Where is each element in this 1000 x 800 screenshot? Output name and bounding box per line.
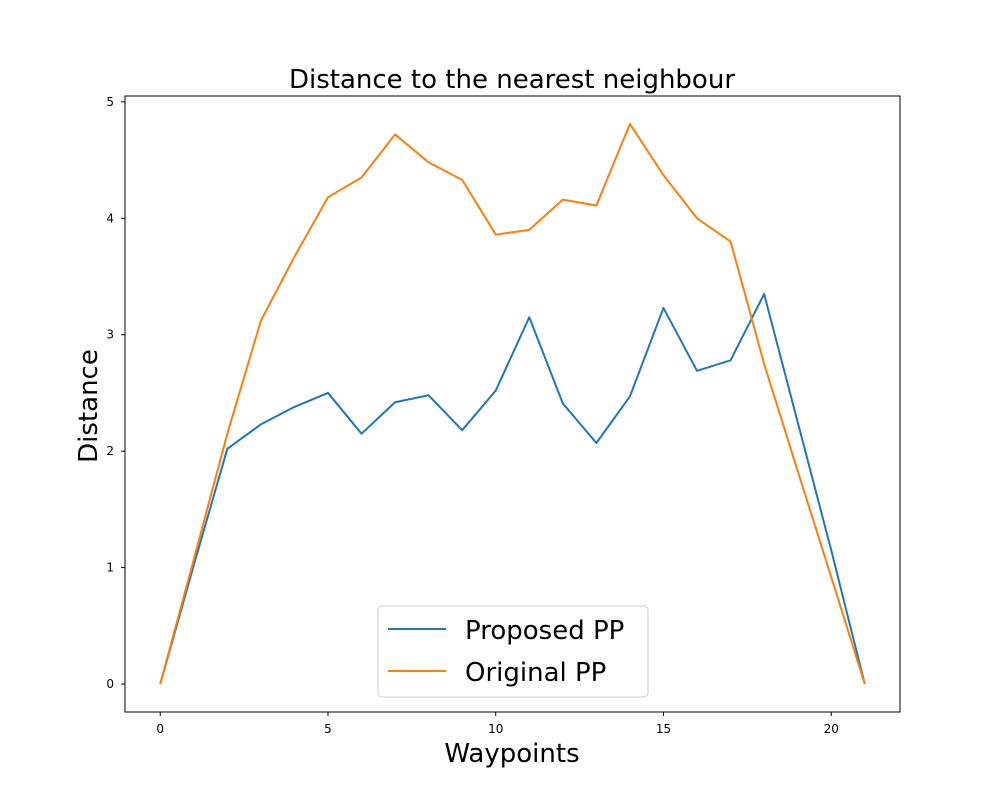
y-tick-label: 3: [106, 328, 114, 342]
y-tick-label: 0: [106, 677, 114, 691]
x-tick-label: 10: [488, 722, 503, 736]
legend: Proposed PP Original PP: [377, 605, 649, 698]
chart-title: Distance to the nearest neighbour: [289, 65, 735, 95]
x-tick-label: 15: [656, 722, 671, 736]
y-tick-label: 1: [106, 561, 114, 575]
y-tick-label: 4: [106, 211, 114, 225]
plot-area-frame: [124, 95, 901, 713]
x-axis-label: Waypoints: [444, 739, 579, 769]
legend-label-proposed-pp: Proposed PP: [465, 616, 624, 646]
y-axis-label: Distance: [74, 349, 104, 463]
series-layer: [159, 122, 866, 685]
legend-label-original-pp: Original PP: [465, 658, 606, 688]
x-tick-label: 0: [156, 722, 164, 736]
series-line-original-pp: [159, 122, 866, 685]
x-tick-label: 20: [824, 722, 839, 736]
y-tick-label: 2: [106, 444, 114, 458]
ticks-layer: 0 5 10 15 20 0 1 2 3 4 5: [106, 95, 839, 736]
y-tick-label: 5: [106, 95, 114, 109]
series-line-proposed-pp: [159, 292, 866, 685]
x-tick-label: 5: [324, 722, 332, 736]
